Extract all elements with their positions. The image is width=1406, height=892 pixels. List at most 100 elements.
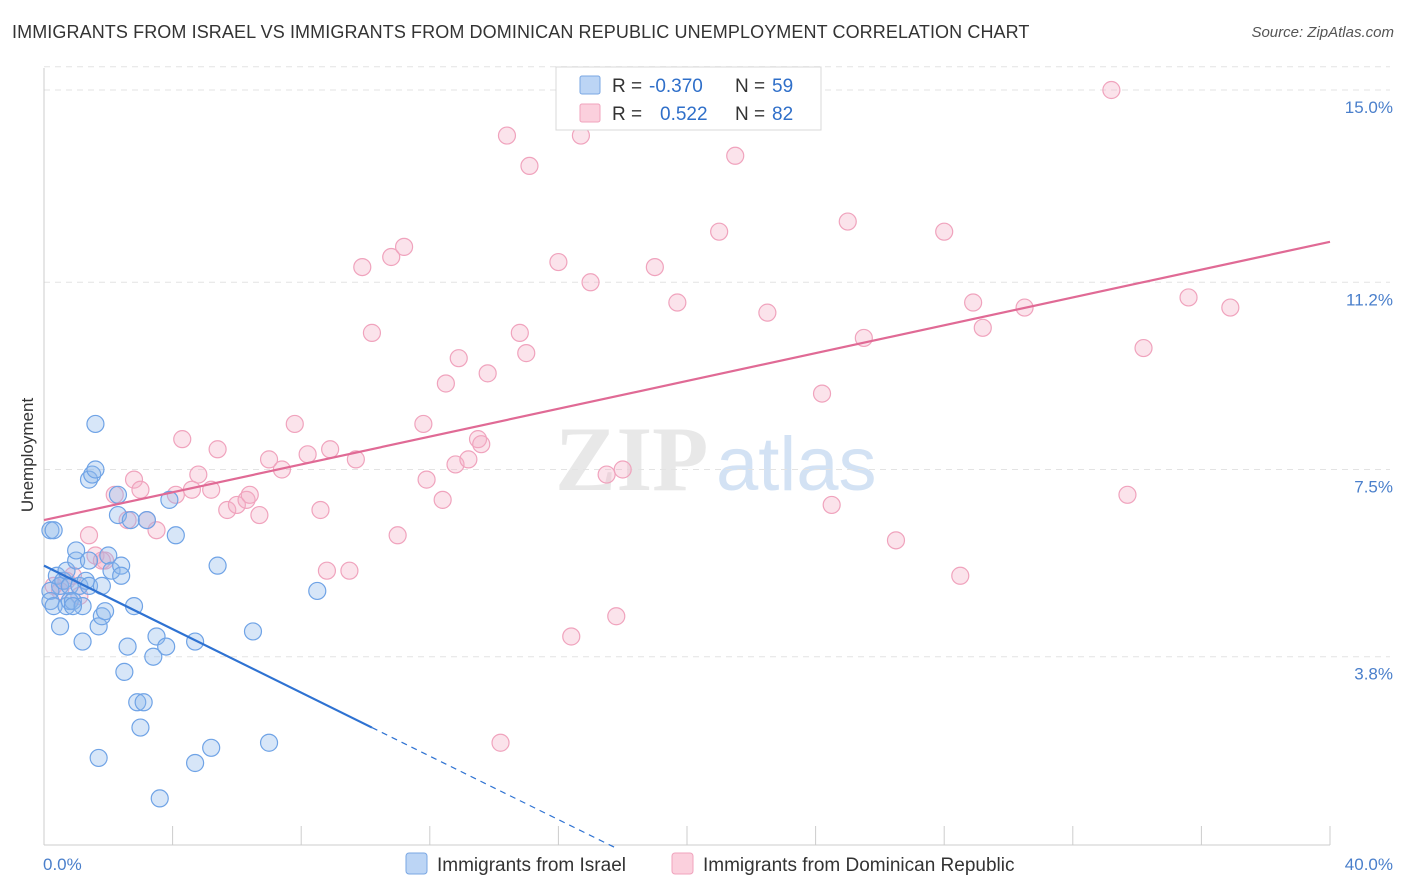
point-dominican <box>436 374 455 393</box>
y-axis-label: Unemployment <box>18 398 37 513</box>
point-israel <box>79 470 99 489</box>
point-israel <box>89 748 108 768</box>
point-dominican <box>321 440 340 459</box>
point-israel <box>86 414 105 434</box>
chart-title: IMMIGRANTS FROM ISRAEL VS IMMIGRANTS FRO… <box>12 22 1030 42</box>
point-israel <box>118 637 137 656</box>
point-israel <box>186 753 205 773</box>
point-israel <box>121 510 140 530</box>
legend-r-label-israel: R = <box>612 76 642 97</box>
point-israel <box>44 521 63 540</box>
point-israel <box>67 551 86 570</box>
legend-r-label-dominican: R = <box>612 104 642 125</box>
x-tick-label-max: 40.0% <box>1345 855 1393 874</box>
point-israel <box>67 541 86 560</box>
point-israel <box>166 526 185 545</box>
point-dominican <box>562 627 581 646</box>
legend-n-value-dominican: 82 <box>772 104 793 125</box>
trendlines <box>43 240 1331 849</box>
point-israel <box>73 597 92 616</box>
point-dominican <box>317 561 337 580</box>
legend-r-value-israel: -0.370 <box>649 76 703 97</box>
point-israel <box>202 738 221 757</box>
point-israel <box>86 460 105 479</box>
axes <box>43 68 1331 846</box>
point-dominican <box>964 293 983 312</box>
point-israel <box>157 637 176 656</box>
point-dominican <box>311 500 330 520</box>
point-dominican <box>520 156 539 175</box>
point-dominican <box>346 450 365 469</box>
point-israel <box>92 607 111 626</box>
point-dominican <box>468 430 488 449</box>
point-dominican <box>886 531 906 550</box>
point-israel <box>112 556 131 575</box>
x-tick-label-min: 0.0% <box>43 855 82 874</box>
point-dominican <box>237 490 256 509</box>
y-tick-label: 15.0% <box>1345 98 1393 117</box>
point-dominican <box>973 318 992 337</box>
legend-r-value-dominican: 0.522 <box>660 104 708 125</box>
point-israel <box>50 617 70 636</box>
point-israel <box>259 733 279 752</box>
point-israel <box>95 602 115 621</box>
point-dominican <box>240 485 259 504</box>
point-dominican <box>353 258 372 277</box>
point-israel <box>73 632 92 651</box>
watermark: ZIP atlas <box>555 408 877 510</box>
point-israel <box>79 551 99 570</box>
point-dominican <box>613 460 632 479</box>
series-dominican-points <box>44 80 1240 752</box>
point-dominican <box>668 293 687 312</box>
trendline-israel <box>43 564 373 729</box>
trendline-israel-extension <box>371 727 617 849</box>
point-israel <box>41 581 60 601</box>
point-israel <box>186 632 205 651</box>
point-dominican <box>517 344 536 363</box>
point-dominican <box>340 561 359 580</box>
point-israel <box>112 566 131 585</box>
point-dominican <box>597 465 616 484</box>
point-dominican <box>298 445 317 464</box>
point-dominican <box>250 505 269 525</box>
watermark-atlas: atlas <box>716 422 877 507</box>
point-dominican <box>758 303 777 322</box>
point-dominican <box>417 470 436 489</box>
point-dominican <box>1221 298 1240 317</box>
point-dominican <box>472 435 491 454</box>
point-dominican <box>491 733 510 752</box>
point-dominican <box>726 146 745 165</box>
point-israel <box>102 561 121 580</box>
point-dominican <box>394 237 414 256</box>
point-israel <box>99 546 118 565</box>
point-israel <box>144 647 163 666</box>
point-dominican <box>935 222 954 241</box>
point-israel <box>63 597 83 616</box>
point-dominican <box>1118 485 1137 504</box>
point-israel <box>115 662 134 682</box>
trendline-dominican <box>43 240 1331 522</box>
point-dominican <box>259 450 279 469</box>
watermark-zip: ZIP <box>555 408 708 510</box>
gridlines <box>44 66 1390 658</box>
point-israel <box>83 465 102 484</box>
point-dominican <box>173 430 192 449</box>
point-israel <box>131 718 150 737</box>
point-dominican <box>510 323 529 342</box>
point-dominican <box>581 273 600 292</box>
series-israel-points <box>41 414 327 808</box>
y-tick-label: 11.2% <box>1346 290 1393 309</box>
point-israel <box>108 485 128 504</box>
point-israel <box>50 576 70 595</box>
source-label: Source: ZipAtlas.com <box>1251 24 1394 41</box>
point-israel <box>208 556 227 575</box>
point-dominican <box>382 247 401 267</box>
point-dominican <box>549 252 568 272</box>
point-dominican <box>1134 338 1153 358</box>
legend-swatch-dominican <box>579 103 601 123</box>
legend-bottom: Immigrants from Israel Immigrants from D… <box>405 852 1015 876</box>
point-israel <box>308 581 327 601</box>
point-dominican <box>838 212 857 231</box>
point-dominican <box>414 414 433 434</box>
